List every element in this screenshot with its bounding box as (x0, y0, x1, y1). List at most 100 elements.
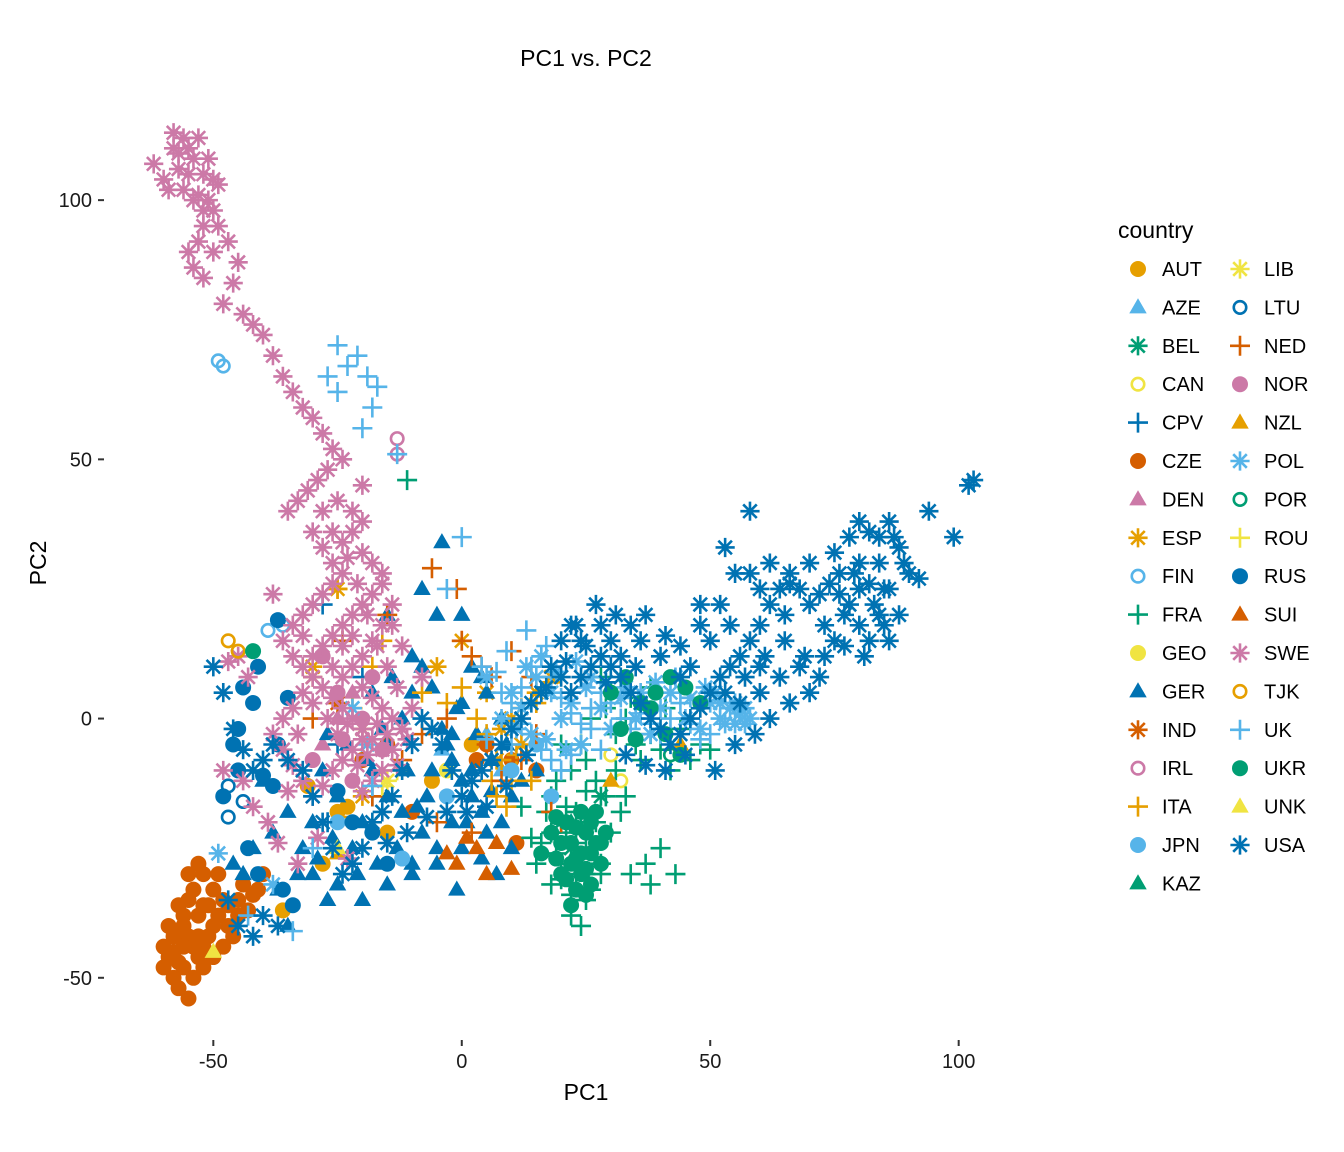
data-point (486, 786, 507, 807)
data-point (332, 636, 353, 656)
data-point (521, 693, 541, 713)
data-point (158, 180, 179, 200)
legend-label: NZL (1264, 413, 1302, 435)
data-point (428, 838, 446, 855)
legend-label: KAZ (1162, 873, 1201, 895)
y-axis-title: PC2 (25, 541, 51, 586)
data-point (481, 750, 502, 770)
legend-item-lib: LIB (1230, 259, 1294, 281)
legend-label: NED (1264, 336, 1306, 358)
legend-item-den: DEN (1129, 489, 1204, 511)
data-point (403, 647, 421, 663)
data-point (403, 683, 421, 699)
data-point (839, 594, 859, 615)
data-point (353, 890, 372, 907)
series-lib (377, 771, 397, 791)
data-point (188, 232, 209, 252)
data-point (556, 740, 576, 760)
legend-item-jpn: JPN (1130, 835, 1200, 857)
legend-item-ltu: LTU (1232, 297, 1300, 319)
data-point (501, 708, 522, 729)
data-point (342, 657, 363, 677)
data-point (264, 777, 281, 794)
legend-symbol (1128, 796, 1148, 817)
data-point (563, 834, 580, 851)
data-point (715, 537, 735, 558)
data-point (313, 537, 333, 558)
data-point (592, 855, 609, 872)
legend-label: POR (1264, 489, 1307, 511)
data-point (195, 897, 212, 914)
data-point (165, 928, 182, 945)
data-point (332, 532, 353, 552)
data-point (357, 745, 377, 765)
data-point (173, 180, 194, 200)
legend-label: IRL (1162, 758, 1193, 780)
data-point (293, 605, 313, 625)
data-point (332, 667, 353, 687)
data-point (180, 866, 197, 883)
data-point (725, 563, 745, 584)
legend-symbol (1230, 527, 1250, 548)
data-point (357, 605, 377, 625)
data-point (372, 563, 392, 584)
legend-label: BEL (1162, 336, 1200, 358)
data-point (705, 760, 725, 781)
legend-symbol (1130, 453, 1146, 469)
data-point (224, 854, 242, 870)
legend-label: DEN (1162, 489, 1204, 511)
data-point (337, 356, 358, 377)
data-point (263, 734, 283, 755)
data-point (735, 714, 755, 734)
legend-item-nzl: NZL (1231, 413, 1302, 435)
data-point (576, 781, 596, 802)
data-point (168, 143, 189, 164)
legend-symbol (1130, 837, 1146, 853)
data-point (700, 693, 720, 713)
data-point (636, 755, 656, 775)
data-point (561, 693, 581, 713)
data-point (581, 667, 601, 687)
data-point (442, 760, 462, 781)
data-point (278, 781, 298, 801)
data-point (578, 860, 594, 877)
data-point (327, 381, 348, 402)
data-point (243, 760, 263, 781)
legend-item-aze: AZE (1129, 297, 1201, 319)
data-point (215, 938, 232, 955)
data-point (293, 760, 313, 781)
data-point (223, 719, 243, 739)
data-point (556, 651, 576, 672)
data-point (423, 761, 441, 777)
data-point (213, 760, 233, 781)
data-point (800, 594, 820, 615)
data-point (611, 646, 631, 666)
data-point (462, 761, 481, 777)
data-point (342, 501, 363, 521)
data-point (313, 735, 332, 751)
data-point (263, 584, 283, 604)
data-point (392, 760, 412, 781)
data-point (775, 631, 795, 651)
data-point (313, 776, 333, 796)
data-point (511, 708, 532, 729)
data-point (337, 714, 358, 734)
data-point (392, 719, 412, 739)
data-point (690, 615, 710, 635)
data-point (397, 823, 417, 843)
legend-item-usa: USA (1230, 835, 1306, 857)
data-point (662, 669, 679, 686)
data-point (190, 855, 207, 872)
data-point (422, 719, 442, 739)
data-point (437, 802, 457, 822)
data-point (364, 824, 381, 841)
data-point (165, 969, 182, 986)
legend-label: ITA (1162, 797, 1192, 819)
data-point (282, 921, 303, 942)
data-point (621, 615, 641, 635)
data-point (844, 563, 864, 584)
data-point (423, 772, 440, 789)
data-point (322, 522, 343, 542)
data-point (352, 781, 372, 801)
